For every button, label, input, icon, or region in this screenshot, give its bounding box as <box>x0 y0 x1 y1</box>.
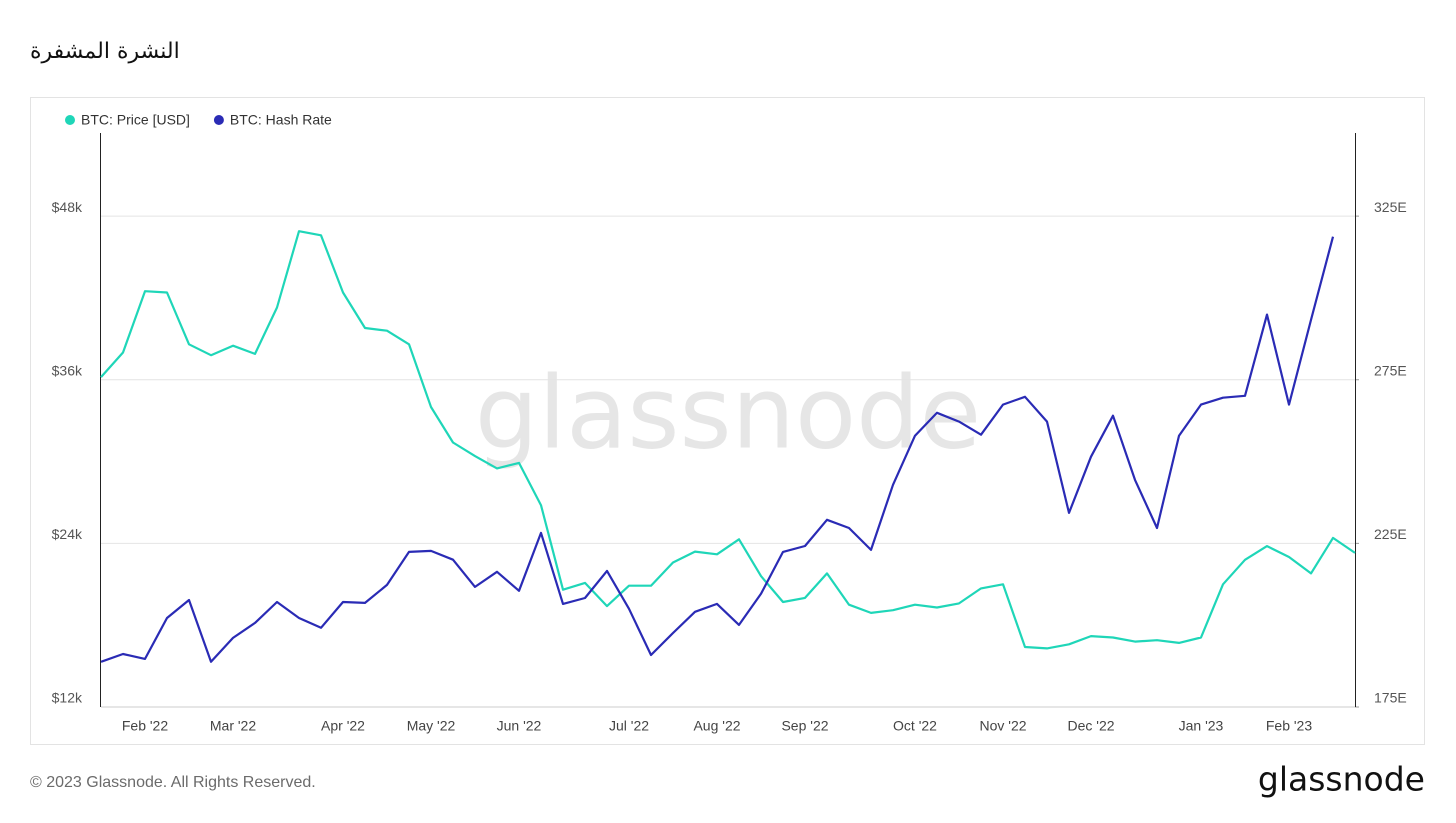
series-line <box>100 236 1335 663</box>
watermark: glassnode <box>475 354 981 471</box>
y2-tick-label: 225E <box>1374 526 1407 542</box>
x-tick-label: Sep '22 <box>781 718 828 734</box>
x-tick-label: Oct '22 <box>893 718 937 734</box>
x-tick-label: Aug '22 <box>693 718 740 734</box>
x-tick-label: Nov '22 <box>979 718 1026 734</box>
x-tick-label: Jan '23 <box>1179 718 1224 734</box>
y2-tick-label: 175E <box>1374 690 1407 706</box>
series-line <box>100 230 1356 650</box>
x-tick-label: May '22 <box>407 718 456 734</box>
x-tick-label: Mar '22 <box>210 718 256 734</box>
x-tick-label: Apr '22 <box>321 718 365 734</box>
chart-title: النشرة المشفرة <box>30 39 180 64</box>
legend-label: BTC: Hash Rate <box>230 112 332 128</box>
y-tick-label: $48k <box>52 199 83 215</box>
y-tick-label: $36k <box>52 362 83 378</box>
y2-tick-label: 325E <box>1374 199 1407 215</box>
x-tick-label: Dec '22 <box>1067 718 1114 734</box>
copyright: © 2023 Glassnode. All Rights Reserved. <box>30 774 316 791</box>
y-tick-label: $24k <box>52 526 83 542</box>
x-tick-label: Feb '22 <box>122 718 168 734</box>
x-tick-label: Jul '22 <box>609 718 649 734</box>
x-tick-label: Feb '23 <box>1266 718 1312 734</box>
y-tick-label: $12k <box>52 690 83 706</box>
y2-tick-label: 275E <box>1374 362 1407 378</box>
chart-frame <box>30 97 1425 745</box>
legend-label: BTC: Price [USD] <box>81 112 190 128</box>
legend-marker <box>213 115 224 125</box>
x-tick-label: Jun '22 <box>497 718 542 734</box>
legend-marker <box>65 115 75 125</box>
logo: glassnode <box>1258 760 1425 799</box>
